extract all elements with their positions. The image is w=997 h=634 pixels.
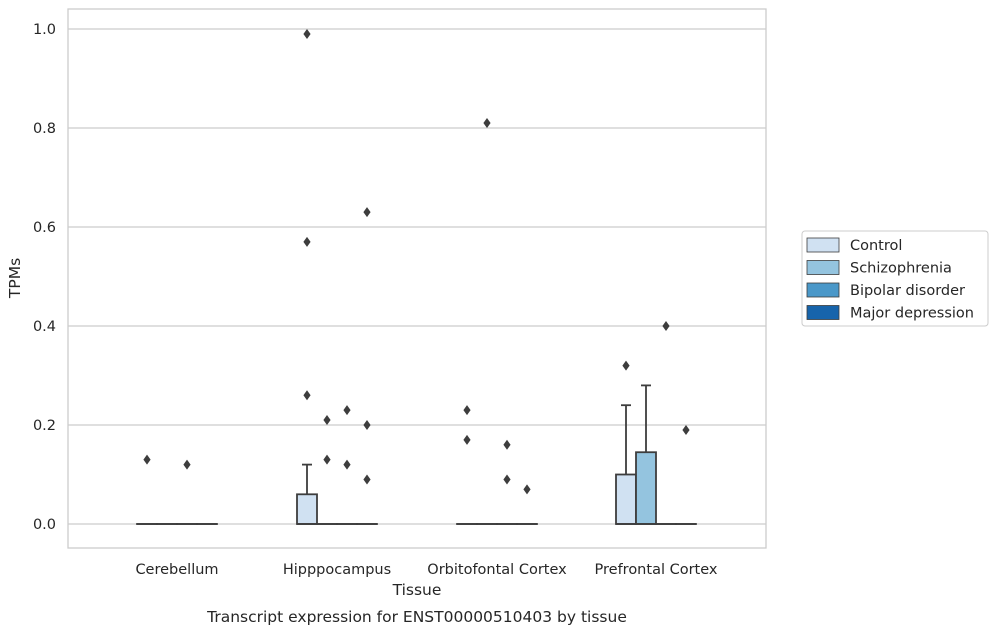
outlier-point xyxy=(363,474,371,485)
box-schizophrenia-1 xyxy=(316,415,338,525)
legend-swatch xyxy=(806,305,840,320)
box-body xyxy=(615,473,637,525)
x-axis-label: Tissue xyxy=(392,581,442,599)
outlier-point xyxy=(303,236,311,247)
grid-lines xyxy=(68,28,766,525)
outlier-point xyxy=(143,454,151,465)
legend: Control Schizophrenia Bipolar disorder Majo… xyxy=(801,230,989,327)
plot-area-frame xyxy=(67,8,767,549)
box-control-2 xyxy=(456,405,478,525)
legend-swatch xyxy=(806,260,840,275)
box-major-depression-1 xyxy=(356,207,378,525)
box-schizophrenia-3 xyxy=(635,384,657,525)
legend-label: Schizophrenia xyxy=(850,261,952,277)
outlier-point xyxy=(483,118,491,129)
outlier-point xyxy=(463,405,471,416)
legend-swatch xyxy=(806,282,840,298)
box-control-1 xyxy=(296,28,318,525)
outlier-point xyxy=(503,439,511,450)
outlier-point xyxy=(323,415,331,426)
box-body xyxy=(635,451,657,525)
outlier-point xyxy=(343,405,351,416)
y-axis-label: TPMs xyxy=(6,258,24,299)
outlier-point xyxy=(343,459,351,470)
y-tick-label: 0.4 xyxy=(33,319,56,335)
x-tick-label: Prefrontal Cortex xyxy=(595,562,718,578)
box-schizophrenia-2 xyxy=(476,118,498,525)
box-bipolar-disorder-3 xyxy=(655,321,677,525)
box-control-3 xyxy=(615,360,637,525)
x-tick-label: Orbitofontal Cortex xyxy=(427,562,567,578)
outlier-point xyxy=(622,360,630,371)
legend-label: Major depression xyxy=(850,306,974,322)
outlier-point xyxy=(503,474,511,485)
legend-label: Control xyxy=(850,238,902,254)
x-tick-label: Cerebellum xyxy=(135,562,218,578)
box-major-depression-3 xyxy=(675,424,697,525)
legend-swatch xyxy=(806,237,840,253)
y-tick-label: 0.8 xyxy=(33,121,56,137)
box-body xyxy=(296,493,318,525)
y-tick-label: 1.0 xyxy=(33,22,56,38)
outlier-point xyxy=(682,424,690,435)
box-control-0 xyxy=(136,454,158,525)
box-bipolar-disorder-0 xyxy=(176,459,198,525)
box-major-depression-2 xyxy=(516,484,538,525)
y-axis-ticks: 0.0 0.2 0.4 0.6 0.8 1.0 xyxy=(33,22,56,533)
box-bipolar-disorder-2 xyxy=(496,439,518,525)
x-tick-label: Hipppocampus xyxy=(283,562,391,578)
outlier-point xyxy=(363,207,371,218)
legend-frame xyxy=(801,230,989,327)
box-plots xyxy=(136,28,697,525)
chart-caption: Transcript expression for ENST0000051040… xyxy=(206,608,627,626)
box-bipolar-disorder-1 xyxy=(336,405,358,525)
y-tick-label: 0.6 xyxy=(33,220,56,236)
y-tick-label: 0.2 xyxy=(33,418,56,434)
outlier-point xyxy=(303,390,311,401)
y-tick-label: 0.0 xyxy=(33,517,56,533)
outlier-point xyxy=(662,321,670,331)
outlier-point xyxy=(463,434,471,445)
outlier-point xyxy=(523,484,531,495)
outlier-point xyxy=(183,459,191,470)
legend-label: Bipolar disorder xyxy=(850,283,965,299)
x-axis-ticks: Cerebellum Hipppocampus Orbitofontal Corte… xyxy=(135,562,717,578)
outlier-point xyxy=(303,28,311,39)
outlier-point xyxy=(363,420,371,430)
outlier-point xyxy=(323,454,331,465)
